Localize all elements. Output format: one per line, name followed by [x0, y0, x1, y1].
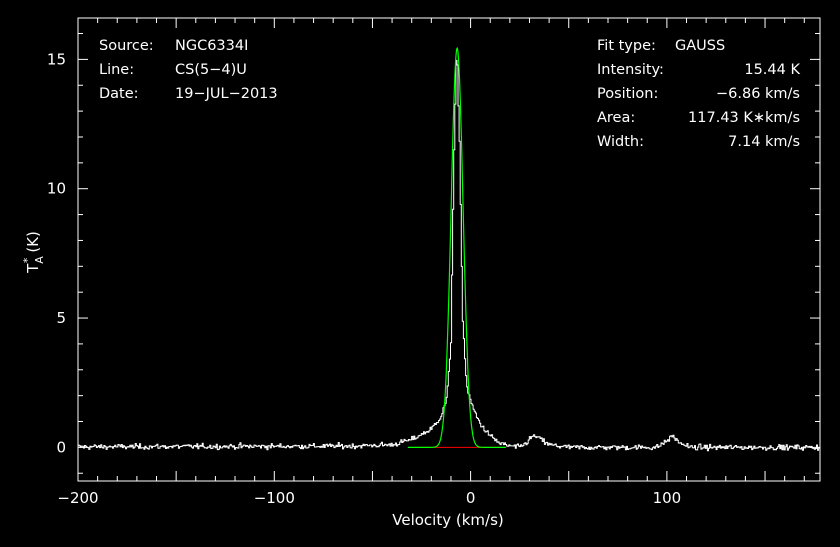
info-left-key: Line:: [99, 62, 134, 78]
y-axis-label: TA* (K): [21, 231, 46, 274]
y-tick-label: 15: [47, 50, 66, 68]
gaussian-fit-line: [407, 46, 506, 448]
info-left-key: Source:: [99, 38, 154, 54]
info-right-value: 15.44 K: [744, 62, 800, 78]
x-tick-label: 0: [466, 489, 476, 507]
info-right-value: 117.43 K∗km/s: [688, 110, 800, 126]
y-axis-label-superscript: *: [21, 257, 34, 263]
spectrum-line: [78, 59, 821, 452]
y-tick-label: 10: [47, 180, 66, 198]
plot-border: [77, 17, 821, 482]
info-right-key: Fit type:: [597, 38, 656, 54]
info-left-value: NGC6334I: [175, 38, 248, 54]
x-tick-label: 100: [653, 489, 682, 507]
y-axis-label-unit: (K): [24, 231, 42, 253]
x-tick-label: −200: [57, 489, 98, 507]
info-right-block: Fit type: GAUSS Intensity: 15.44 K Position:…: [597, 38, 800, 150]
info-left-key: Date:: [99, 86, 139, 102]
x-tick-label: −100: [254, 489, 295, 507]
gaussian-fit-series: [407, 46, 506, 448]
spectrum-series: [78, 59, 821, 452]
info-right-value: −6.86 km/s: [716, 86, 800, 102]
plot-frame: [77, 17, 821, 482]
info-right-key: Width:: [597, 134, 644, 150]
x-axis-label: Velocity (km/s): [392, 511, 503, 529]
y-axis-label-subscript: A: [33, 256, 46, 264]
info-left-value: 19−JUL−2013: [175, 86, 278, 102]
y-tick-label: 5: [56, 309, 66, 327]
info-right-value: 7.14 km/s: [728, 134, 800, 150]
info-left-value: CS(5−4)U: [175, 62, 247, 78]
y-axis-label-symbol: T: [24, 263, 42, 274]
info-left-block: Source: NGC6334I Line: CS(5−4)U Date: 19−JUL−…: [99, 38, 278, 102]
info-right-value: GAUSS: [675, 38, 725, 54]
info-right-key: Area:: [597, 110, 635, 126]
y-tick-label: 0: [56, 438, 66, 456]
axis-ticks: [77, 18, 820, 481]
info-right-key: Position:: [597, 86, 658, 102]
info-right-key: Intensity:: [597, 62, 664, 78]
